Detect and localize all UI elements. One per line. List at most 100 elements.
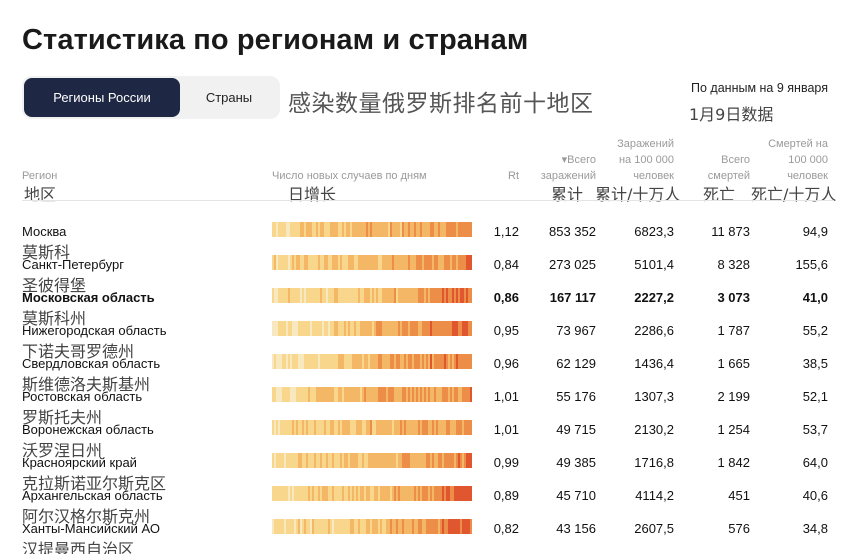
heat-cell — [382, 519, 385, 534]
heat-cell — [324, 222, 327, 237]
table-row[interactable]: Красноярский край 克拉斯诺亚尔斯克区 0,99 49 385 … — [0, 453, 856, 493]
heat-cell — [288, 222, 291, 237]
heat-cell — [416, 486, 419, 501]
heat-cell — [410, 321, 413, 336]
table-row[interactable]: Свердловская область 斯维德洛夫斯基州 0,96 62 12… — [0, 354, 856, 394]
heat-cell — [322, 255, 325, 270]
heat-cell — [404, 321, 407, 336]
region-name-zh: 斯维德洛夫斯基州 — [22, 375, 151, 394]
heat-cell — [370, 387, 373, 402]
heat-cell — [368, 519, 371, 534]
heat-cell — [310, 453, 313, 468]
heat-cell — [312, 255, 315, 270]
heat-cell — [394, 486, 397, 501]
heat-cell — [378, 453, 381, 468]
cases-per100k-value: 1436,4 — [634, 356, 674, 371]
header-total-deaths[interactable]: Всего смертей — [707, 154, 750, 182]
heat-cell — [462, 453, 465, 468]
heat-cell — [444, 486, 447, 501]
heat-cell — [274, 255, 277, 270]
heat-cell — [430, 354, 433, 369]
heat-cell — [326, 321, 329, 336]
table-row[interactable]: Нижегородская область 下诺夫哥罗德州 0,95 73 96… — [0, 321, 856, 361]
heat-cell — [280, 486, 283, 501]
heat-cell — [364, 453, 367, 468]
heat-cell — [352, 453, 355, 468]
heat-cell — [298, 321, 301, 336]
header-rt[interactable]: Rt — [508, 170, 519, 182]
heat-cell — [370, 354, 373, 369]
heat-cell — [372, 354, 375, 369]
heat-cell — [374, 420, 377, 435]
heat-cell — [420, 255, 423, 270]
heat-cell — [392, 288, 395, 303]
header-cases-per100k[interactable]: Заражений на 100 000 человек — [617, 138, 674, 182]
table-row[interactable]: Московская область 莫斯科州 0,86 167 117 222… — [0, 288, 856, 328]
heat-cell — [434, 321, 437, 336]
heat-cell — [438, 420, 441, 435]
heat-cell — [430, 222, 433, 237]
heat-cell — [396, 255, 399, 270]
heat-cell — [330, 453, 333, 468]
heat-cell — [288, 288, 291, 303]
heat-cell — [412, 387, 415, 402]
heat-cell — [470, 255, 472, 270]
heat-cell — [322, 354, 325, 369]
table-row[interactable]: Ростовская область 罗斯托夫州 1,01 55 176 130… — [0, 387, 856, 427]
heat-cell — [404, 354, 407, 369]
heat-cell — [274, 288, 277, 303]
heat-cell — [334, 288, 337, 303]
heat-cell — [278, 222, 281, 237]
cases-per100k-value: 1716,8 — [634, 455, 674, 470]
heat-cell — [332, 420, 335, 435]
heat-cell — [276, 354, 279, 369]
heat-cell — [306, 222, 309, 237]
heat-cell — [356, 420, 359, 435]
heat-cell — [350, 288, 353, 303]
heat-cell — [352, 486, 355, 501]
heat-cell — [442, 420, 445, 435]
tab-russia-regions[interactable]: Регионы России — [24, 78, 180, 117]
table-row[interactable]: Москва 莫斯科 1,12 853 352 6823,3 11 873 94… — [0, 222, 856, 262]
heat-cell — [292, 453, 295, 468]
heat-cell — [456, 321, 459, 336]
heat-cell — [364, 288, 367, 303]
heat-cell — [388, 288, 391, 303]
heat-cell — [302, 321, 305, 336]
heat-cell — [348, 453, 351, 468]
heat-cell — [462, 222, 465, 237]
heat-cell — [422, 519, 425, 534]
heat-cell — [420, 486, 423, 501]
heat-cell — [354, 519, 357, 534]
table-row[interactable]: Санкт-Петербург 圣彼得堡 0,84 273 025 5101,4… — [0, 255, 856, 295]
tab-countries[interactable]: Страны — [205, 90, 253, 105]
heat-cell — [386, 321, 389, 336]
region-name-zh: 阿尔汉格尔斯克州 — [22, 507, 151, 526]
heat-cell — [372, 420, 375, 435]
heat-cell — [294, 255, 297, 270]
header-total-cases[interactable]: ▾Всего заражений — [540, 154, 596, 182]
heat-cell — [392, 354, 395, 369]
cases-per100k-value: 6823,3 — [634, 224, 674, 239]
heat-cell — [440, 453, 443, 468]
heat-cell — [450, 255, 453, 270]
heat-cell — [426, 354, 429, 369]
heat-cell — [392, 255, 395, 270]
heat-cell — [320, 321, 323, 336]
heat-cell — [304, 222, 307, 237]
heat-cell — [348, 288, 351, 303]
heat-cell — [314, 255, 317, 270]
total-cases-value: 55 176 — [556, 389, 596, 404]
table-row[interactable]: Ханты-Мансийский АО 汉提曼西自治区 0,82 43 156 … — [0, 519, 856, 554]
heat-cell — [322, 387, 325, 402]
heat-cell — [300, 519, 303, 534]
heat-cell — [292, 519, 295, 534]
heat-cell — [418, 222, 421, 237]
daily-heat-strip — [272, 288, 472, 303]
table-row[interactable]: Воронежская область 沃罗涅日州 1,01 49 715 21… — [0, 420, 856, 460]
heat-cell — [450, 453, 453, 468]
heat-cell — [470, 321, 472, 336]
heat-cell — [350, 453, 353, 468]
header-deaths-per100k[interactable]: Смертей на 100 000 человек — [768, 138, 828, 182]
table-row[interactable]: Архангельская область 阿尔汉格尔斯克州 0,89 45 7… — [0, 486, 856, 526]
